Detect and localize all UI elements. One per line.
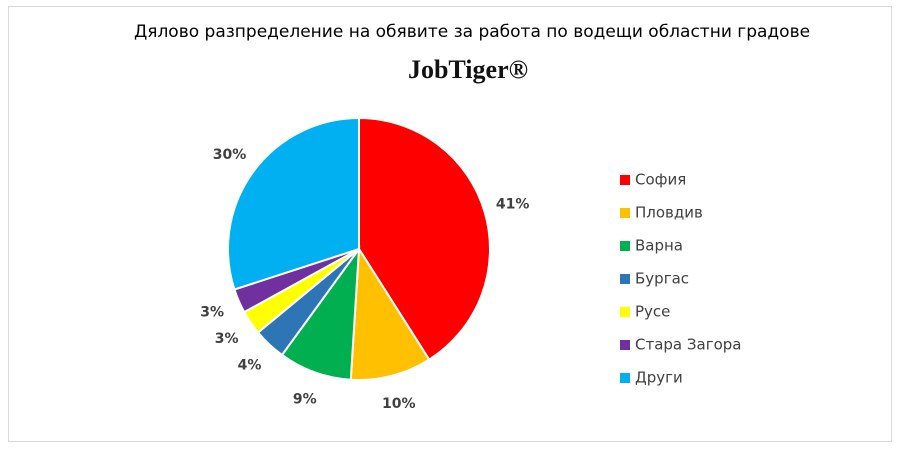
legend-swatch <box>620 373 630 383</box>
data-label: 9% <box>293 392 317 408</box>
legend-label: София <box>635 171 686 189</box>
legend-swatch <box>620 175 630 185</box>
legend-swatch <box>620 208 630 218</box>
legend-label: Други <box>635 369 683 387</box>
data-label: 3% <box>200 305 224 321</box>
legend-swatch <box>620 307 630 317</box>
logo: JobTiger® <box>408 55 528 84</box>
data-label: 3% <box>215 331 239 347</box>
legend-swatch <box>620 241 630 251</box>
chart-title: Дялово разпределение на обявите за работ… <box>134 22 810 42</box>
legend-label: Бургас <box>635 270 689 288</box>
legend-label: Варна <box>635 237 683 255</box>
legend-swatch <box>620 274 630 284</box>
legend-label: Пловдив <box>635 204 703 222</box>
data-label: 41% <box>496 196 530 212</box>
pie-slice <box>349 245 431 381</box>
data-label: 4% <box>238 358 262 374</box>
data-label: 10% <box>382 396 416 412</box>
legend-label: Русе <box>635 303 670 321</box>
data-label: 30% <box>213 147 247 163</box>
legend-swatch <box>620 340 630 350</box>
pie-slice <box>227 116 360 291</box>
legend-label: Стара Загора <box>635 336 741 354</box>
